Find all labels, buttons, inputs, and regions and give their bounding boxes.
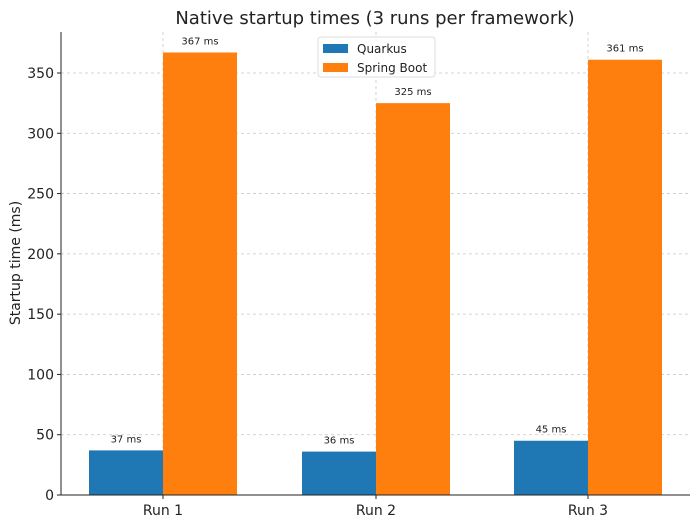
data-label: 45 ms bbox=[536, 425, 567, 436]
y-tick-label: 150 bbox=[27, 307, 54, 323]
x-tick-label: Run 1 bbox=[143, 503, 183, 519]
data-label: 361 ms bbox=[606, 44, 643, 55]
x-tick-label: Run 3 bbox=[568, 503, 608, 519]
bar-spring-boot bbox=[163, 52, 237, 495]
y-tick-label: 350 bbox=[27, 66, 54, 82]
y-axis-label: Startup time (ms) bbox=[8, 201, 24, 325]
axes: 0 50 100 150 200 250 300 350 Run 1 Run 2 Run 3 bbox=[27, 32, 690, 519]
y-tick-label: 200 bbox=[27, 247, 54, 263]
bar-quarkus bbox=[302, 451, 376, 495]
y-tick-label: 50 bbox=[36, 428, 54, 444]
bar-quarkus bbox=[514, 440, 588, 495]
legend-label: Quarkus bbox=[357, 42, 407, 56]
data-label: 36 ms bbox=[324, 436, 355, 447]
y-tick-label: 100 bbox=[27, 367, 54, 383]
data-label: 37 ms bbox=[111, 434, 142, 445]
legend-swatch bbox=[323, 63, 348, 72]
y-tick-label: 0 bbox=[45, 488, 54, 504]
legend-label: Spring Boot bbox=[357, 61, 427, 75]
data-label: 325 ms bbox=[394, 87, 431, 98]
bar-spring-boot bbox=[376, 103, 450, 495]
bar-spring-boot bbox=[588, 59, 662, 495]
bars: 37 ms 36 ms 45 ms 367 ms 325 ms 361 ms bbox=[89, 36, 662, 495]
y-tick-label: 250 bbox=[27, 187, 54, 203]
x-tick-label: Run 2 bbox=[356, 503, 396, 519]
legend-swatch bbox=[323, 44, 348, 53]
y-tick-label: 300 bbox=[27, 126, 54, 142]
legend: Quarkus Spring Boot bbox=[317, 36, 436, 78]
data-label: 367 ms bbox=[181, 36, 218, 47]
bar-quarkus bbox=[89, 450, 163, 495]
chart-title: Native startup times (3 runs per framewo… bbox=[175, 8, 574, 29]
